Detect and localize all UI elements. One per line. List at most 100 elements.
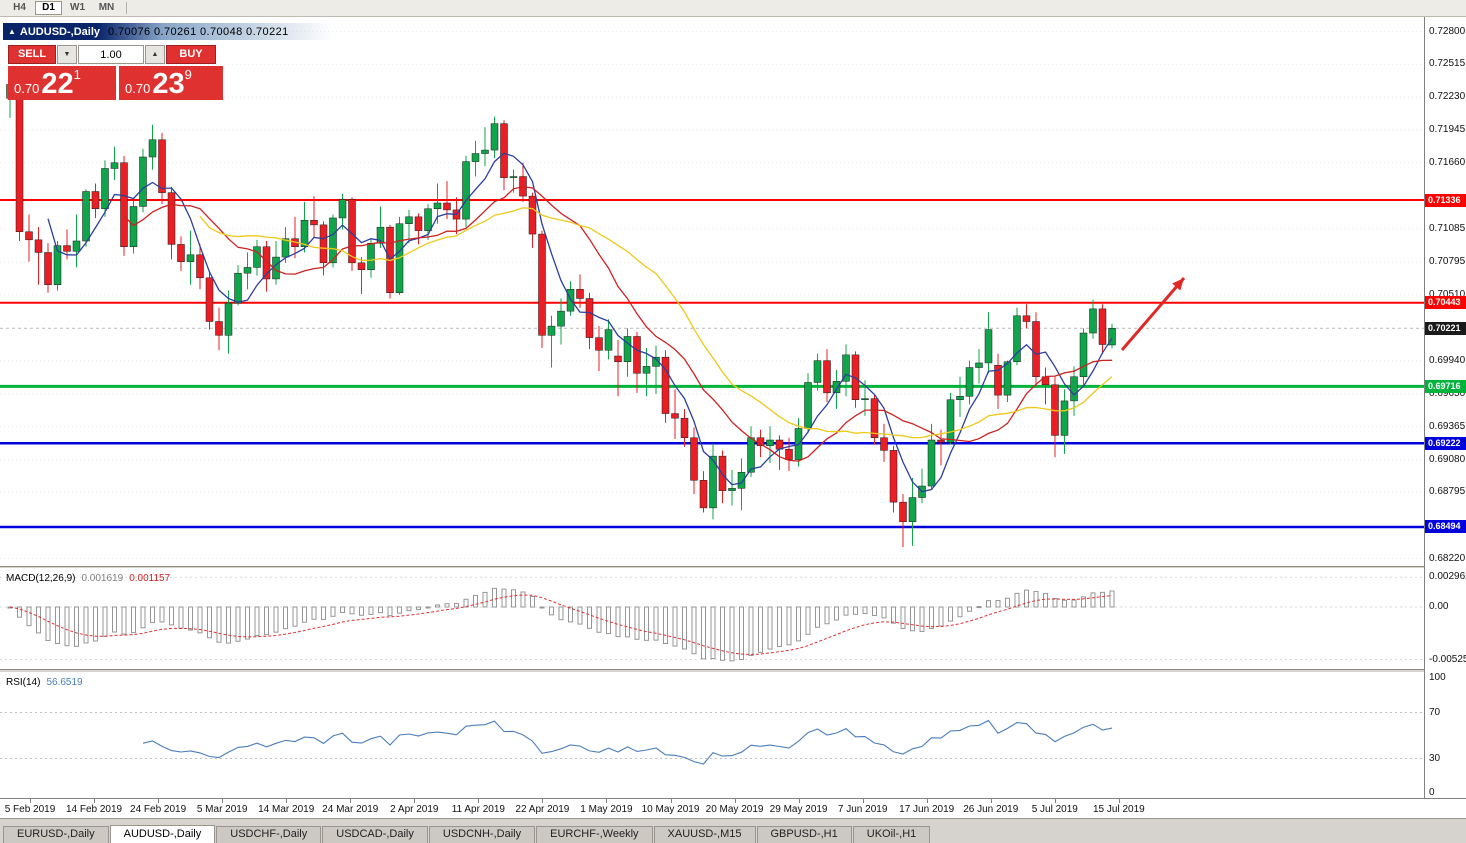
price-axis-label: 0.68795 — [1429, 486, 1466, 498]
date-tick — [542, 799, 544, 803]
price-axis-tag: 0.70221 — [1425, 321, 1466, 335]
date-label: 22 Apr 2019 — [515, 804, 570, 815]
price-axis-label: 0.71660 — [1429, 156, 1466, 168]
price-axis-label: 0.72230 — [1429, 91, 1466, 103]
date-label: 5 Feb 2019 — [4, 804, 56, 815]
macd-panel-canvas[interactable] — [0, 569, 1424, 669]
date-tick — [1118, 799, 1120, 803]
chart-tab[interactable]: USDCAD-,Daily — [322, 826, 428, 843]
price-axis-tag: 0.69222 — [1425, 436, 1466, 450]
sell-price-point: 1 — [73, 67, 81, 82]
date-label: 24 Mar 2019 — [322, 804, 379, 815]
chart-tab[interactable]: XAUUSD-,M15 — [653, 826, 756, 843]
date-tick — [286, 799, 288, 803]
trade-prices-row: 0.70 22 1 0.70 23 9 — [8, 66, 226, 100]
toolbar-separator — [126, 2, 127, 14]
price-axis-label: 0.69365 — [1429, 420, 1466, 432]
buy-button[interactable]: BUY — [166, 45, 216, 64]
date-label: 29 May 2019 — [769, 804, 828, 815]
chart-tab[interactable]: USDCNH-,Daily — [428, 826, 536, 843]
date-tick — [94, 799, 96, 803]
sell-price-figure: 0.70 — [14, 81, 40, 96]
price-axis-label: 0.68220 — [1429, 552, 1466, 564]
chart-tab[interactable]: EURCHF-,Weekly — [536, 826, 653, 843]
panel-separator[interactable] — [0, 566, 1466, 569]
macd-name: MACD(12,26,9) — [6, 573, 76, 584]
volume-decrease-button[interactable]: ▼ — [57, 45, 77, 64]
date-label: 15 Jul 2019 — [1092, 804, 1145, 815]
rsi-value: 56.6519 — [46, 677, 83, 688]
timeframe-button-w1[interactable]: W1 — [64, 1, 91, 15]
price-axis[interactable]: 0.72800 0.72515 0.72230 0.71945 0.71660 0.710… — [1424, 17, 1466, 818]
chart-tab[interactable]: USDCHF-,Daily — [216, 826, 322, 843]
price-axis-tag: 0.70443 — [1425, 296, 1466, 310]
date-axis[interactable]: 5 Feb 2019 14 Feb 2019 24 Feb 2019 5 Mar 20… — [0, 798, 1466, 818]
chart-tabs-bar: EURUSD-,Daily AUDUSD-,Daily USDCHF-,Daily U… — [0, 825, 1466, 843]
date-tick — [798, 799, 800, 803]
macd-signal-line — [9, 594, 1113, 655]
price-axis-label: 0.71945 — [1429, 123, 1466, 135]
price-axis-label: 0.70795 — [1429, 256, 1466, 268]
price-axis-label: 0.71085 — [1429, 222, 1466, 234]
moving-average-line[interactable] — [47, 152, 1113, 493]
chart-tab[interactable]: UKOil-,H1 — [852, 826, 931, 843]
price-axis-tag: 0.68494 — [1425, 520, 1466, 534]
buy-price-display[interactable]: 0.70 23 9 — [119, 66, 223, 100]
sell-button[interactable]: SELL — [8, 45, 56, 64]
rsi-axis-label: 70 — [1429, 706, 1441, 718]
date-tick — [734, 799, 736, 803]
date-tick — [862, 799, 864, 803]
moving-average-line[interactable] — [123, 186, 1113, 462]
date-tick — [222, 799, 224, 803]
chart-tab[interactable]: AUDUSD-,Daily — [109, 825, 216, 843]
window-bottom-edge — [0, 818, 1466, 826]
trade-controls-row: SELL ▼ ▲ BUY — [8, 45, 226, 64]
sell-price-display[interactable]: 0.70 22 1 — [8, 66, 116, 100]
volume-input[interactable] — [78, 45, 144, 64]
price-chart-canvas[interactable] — [0, 18, 1424, 566]
buy-price-figure: 0.70 — [125, 81, 151, 96]
date-label: 2 Apr 2019 — [390, 804, 439, 815]
date-label: 7 Jun 2019 — [837, 804, 888, 815]
price-axis-label: 0.69650 — [1429, 387, 1466, 399]
timeframe-button-mn[interactable]: MN — [93, 1, 120, 15]
buy-price-pips: 23 — [152, 68, 185, 100]
chart-tab[interactable]: EURUSD-,Daily — [3, 826, 109, 843]
moving-average-line[interactable] — [199, 207, 1113, 439]
date-tick — [350, 799, 352, 803]
date-tick — [1054, 799, 1056, 803]
macd-axis-label: 0.00 — [1429, 601, 1449, 612]
rsi-axis-label: 100 — [1429, 672, 1446, 683]
volume-increase-button[interactable]: ▲ — [145, 45, 165, 64]
timeframe-button-h4[interactable]: H4 — [6, 1, 33, 15]
rsi-panel-canvas[interactable] — [0, 673, 1424, 798]
chart-titlebar[interactable]: ▲ AUDUSD-,Daily 0.70076 0.70261 0.70048 … — [3, 23, 433, 40]
date-tick — [158, 799, 160, 803]
timeframe-button-d1[interactable]: D1 — [35, 1, 62, 15]
date-label: 10 May 2019 — [641, 804, 700, 815]
chart-tab[interactable]: GBPUSD-,H1 — [756, 826, 852, 843]
date-tick — [30, 799, 31, 803]
panel-separator[interactable] — [0, 669, 1466, 673]
buy-price-point: 9 — [184, 67, 192, 82]
trend-arrow-annotation[interactable] — [1120, 277, 1186, 351]
price-axis-label: 0.72515 — [1429, 58, 1466, 70]
timeframe-toolbar: H4 D1 W1 MN — [0, 0, 1466, 17]
date-label: 14 Feb 2019 — [65, 804, 123, 815]
price-axis-tag: 0.71336 — [1425, 193, 1466, 207]
price-axis-label: 0.69080 — [1429, 453, 1466, 465]
candlesticks — [6, 77, 1116, 548]
date-label: 20 May 2019 — [705, 804, 764, 815]
date-label: 24 Feb 2019 — [130, 804, 187, 815]
macd-caption: MACD(12,26,9) 0.001619 0.001157 — [6, 573, 170, 584]
trend-arrow-head — [1172, 278, 1184, 291]
rsi-caption: RSI(14) 56.6519 — [6, 677, 83, 688]
sell-price-pips: 22 — [41, 68, 74, 100]
rsi-name: RSI(14) — [6, 677, 41, 688]
grid — [0, 31, 1424, 559]
date-label: 17 Jun 2019 — [899, 804, 955, 815]
macd-signal-value: 0.001157 — [129, 573, 171, 584]
date-label: 26 Jun 2019 — [963, 804, 1019, 815]
macd-axis-label: -0.005255 — [1429, 653, 1466, 665]
collapse-panel-icon[interactable]: ▲ — [8, 27, 16, 36]
